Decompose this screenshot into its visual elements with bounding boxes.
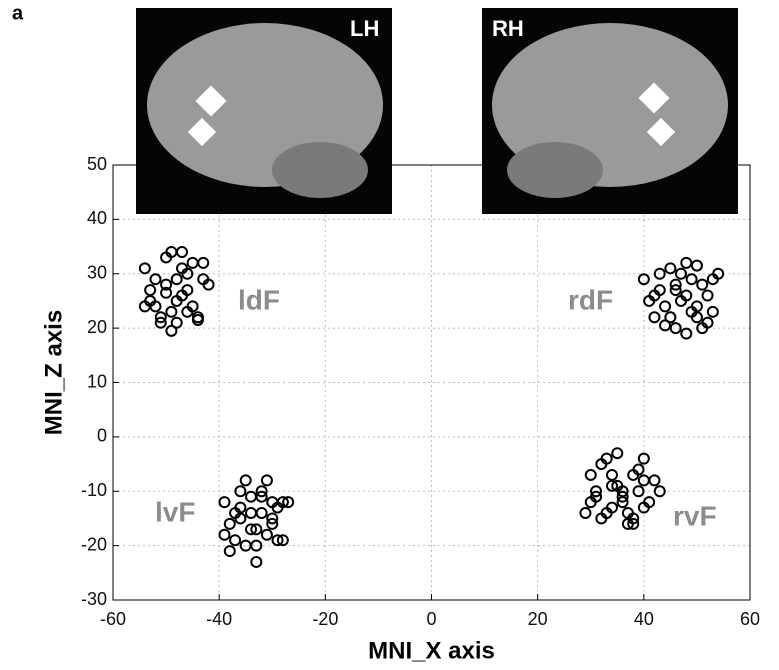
x-tick-label: 60 <box>740 609 760 629</box>
inset-right: RH <box>482 8 738 214</box>
y-tick-label: 40 <box>87 208 107 228</box>
x-tick-label: -20 <box>312 609 338 629</box>
chart: a -60 -40 -20 0 20 40 60 -30 -20 -10 0 10 20 30 40 50 MN… <box>0 0 779 670</box>
x-tick-label: 0 <box>426 609 436 629</box>
panel-label: a <box>12 2 24 24</box>
y-tick-label: 0 <box>97 426 107 446</box>
cluster-label: rvF <box>673 500 717 531</box>
x-tick-label: 20 <box>528 609 548 629</box>
inset-label: RH <box>492 16 524 41</box>
y-tick-label: -10 <box>81 480 107 500</box>
cluster-label: rdF <box>568 284 613 315</box>
x-tick-label: -60 <box>100 609 126 629</box>
y-tick-label: 10 <box>87 371 107 391</box>
cluster-label: lvF <box>155 496 195 527</box>
y-tick-label: 50 <box>87 154 107 174</box>
x-tick-label: -40 <box>206 609 232 629</box>
y-tick-label: -20 <box>81 534 107 554</box>
inset-label: LH <box>350 16 379 41</box>
y-tick-label: -30 <box>81 589 107 609</box>
y-tick-label: 20 <box>87 317 107 337</box>
cluster-label: ldF <box>238 284 280 315</box>
y-axis-label: MNI_Z axis <box>40 310 67 435</box>
y-tick-label: 30 <box>87 263 107 283</box>
plot-area: -60 -40 -20 0 20 40 60 -30 -20 -10 0 10 20 30 40 50 MNI_… <box>40 154 760 665</box>
x-tick-label: 40 <box>634 609 654 629</box>
x-axis-label: MNI_X axis <box>368 637 495 664</box>
inset-left: LH <box>136 8 392 214</box>
